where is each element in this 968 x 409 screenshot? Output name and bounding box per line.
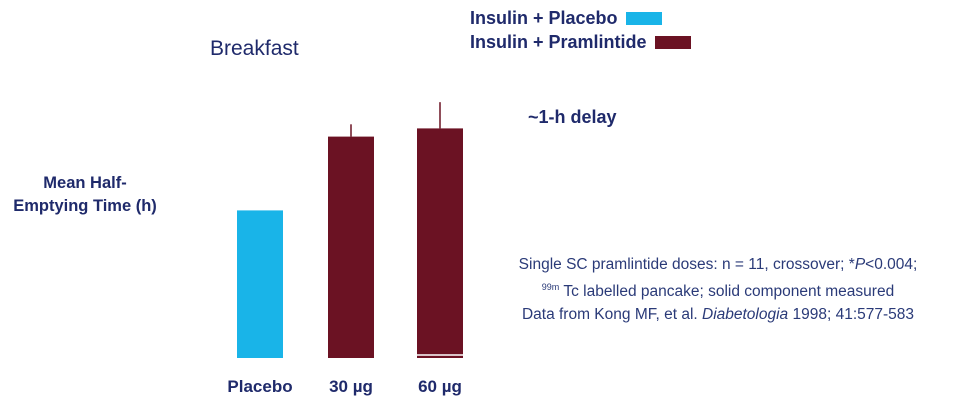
legend-label: Insulin + Placebo [470, 8, 618, 28]
chart-title: Breakfast [210, 37, 299, 60]
bar-1 [328, 136, 374, 358]
bar-0 [237, 210, 283, 358]
x-tick-label-0: Placebo [227, 377, 292, 396]
bar-2 [417, 128, 463, 358]
legend-label: Insulin + Pramlintide [470, 32, 647, 52]
legend-item-pramlintide: Insulin + Pramlintide [470, 32, 691, 53]
footnote: Single SC pramlintide doses: n = 11, cro… [488, 253, 948, 326]
footnote-line-3: Data from Kong MF, et al. Diabetologia 1… [521, 306, 915, 324]
footnote-line-2: 99m Tc labelled pancake; solid component… [541, 282, 895, 301]
y-axis-label: Mean Half-Emptying Time (h) [13, 174, 157, 215]
legend-swatch-pramlintide [654, 36, 691, 49]
footnote-line-1: Single SC pramlintide doses: n = 11, cro… [518, 256, 918, 273]
delay-annotation: ~1-h delay [528, 107, 617, 127]
x-tick-label-2: 60 µg [418, 377, 462, 396]
legend-item-placebo: Insulin + Placebo [470, 8, 662, 29]
legend-swatch-placebo [625, 12, 662, 25]
x-tick-label-1: 30 µg [329, 377, 373, 396]
